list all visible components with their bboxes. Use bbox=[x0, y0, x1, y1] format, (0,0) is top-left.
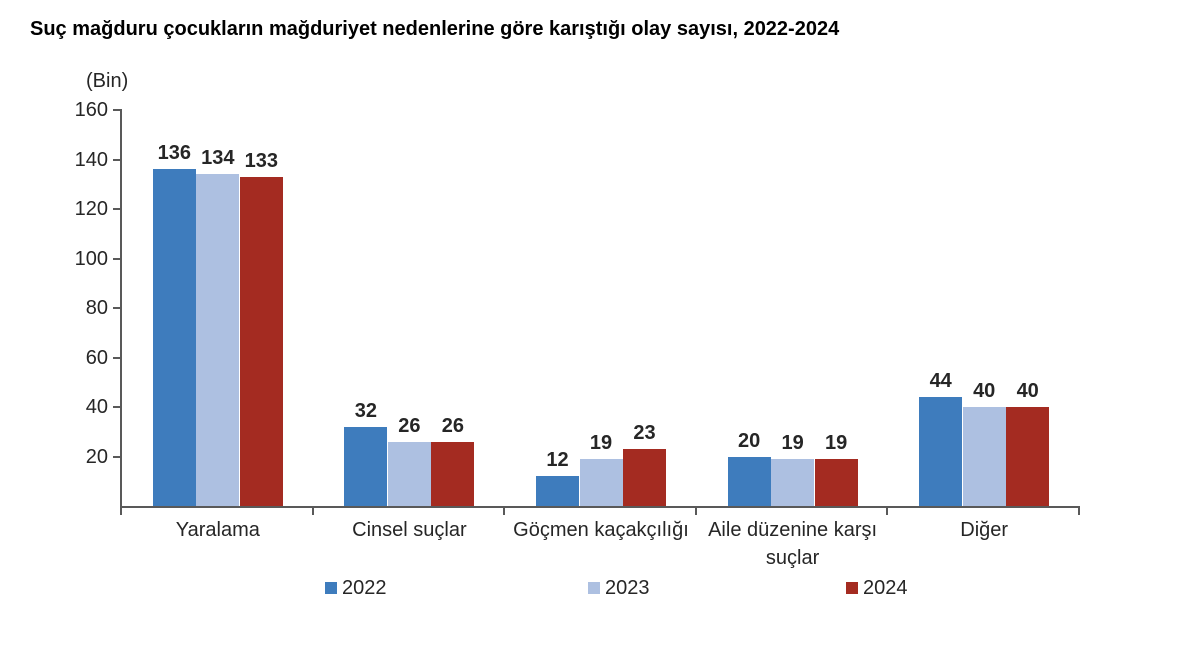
y-tick-mark bbox=[113, 455, 122, 458]
y-tick-mark bbox=[113, 356, 122, 359]
bar-value-label: 19 bbox=[824, 431, 848, 454]
y-axis-tick-label: 140 bbox=[74, 148, 108, 171]
legend-label: 2024 bbox=[863, 577, 908, 599]
x-tick-mark bbox=[311, 508, 314, 515]
y-axis-tick-label: 20 bbox=[85, 445, 108, 468]
bar-2024-5 bbox=[1006, 407, 1050, 506]
bar-value-label: 44 bbox=[929, 370, 952, 393]
bar-2023-1 bbox=[196, 174, 240, 506]
x-axis-category-label: Göçmen kaçakçılığı bbox=[513, 519, 689, 541]
bar-value-label: 26 bbox=[441, 414, 465, 437]
x-axis-category-label: Yaralama bbox=[175, 519, 260, 541]
chart-title: Suç mağduru çocukların mağduriyet nedenl… bbox=[30, 18, 840, 40]
legend-marker-2022 bbox=[325, 582, 337, 594]
legend-item-2022: 2022 bbox=[325, 577, 415, 599]
legend-item-2023: 2023 bbox=[588, 577, 678, 599]
bar-2022-4 bbox=[727, 456, 771, 506]
bar-value-label: 23 bbox=[633, 422, 656, 445]
bar-value-label: 12 bbox=[546, 449, 569, 472]
y-axis-tick-label: 40 bbox=[85, 396, 108, 418]
x-axis-category-label: Diğer bbox=[960, 519, 1009, 541]
y-tick-mark bbox=[113, 257, 122, 260]
bar-2022-2 bbox=[344, 426, 388, 506]
x-tick-mark bbox=[694, 508, 697, 515]
bar-2023-3 bbox=[579, 458, 623, 506]
y-axis-tick-label: 160 bbox=[74, 99, 108, 121]
bar-value-label: 136 bbox=[157, 142, 191, 165]
bar-value-label: 19 bbox=[589, 431, 613, 454]
bar-value-label: 20 bbox=[737, 429, 761, 452]
x-axis-category-label: Aile düzenine karşı suçlar bbox=[708, 519, 878, 569]
legend-label: 2022 bbox=[342, 577, 387, 599]
y-axis-line bbox=[120, 110, 122, 508]
x-axis-category-label: Cinsel suçlar bbox=[352, 519, 467, 541]
bar-2024-2 bbox=[431, 441, 475, 506]
legend-marker-2024 bbox=[846, 582, 858, 594]
x-tick-mark bbox=[120, 508, 122, 515]
bar-2023-2 bbox=[387, 441, 431, 506]
bar-2024-4 bbox=[814, 458, 858, 506]
y-axis-tick-label: 60 bbox=[85, 346, 108, 369]
bar-2022-5 bbox=[919, 397, 963, 506]
y-tick-mark bbox=[113, 406, 122, 408]
y-tick-mark bbox=[113, 109, 122, 111]
bar-2024-3 bbox=[623, 449, 666, 506]
bar-2023-5 bbox=[962, 407, 1006, 506]
legend-label: 2023 bbox=[605, 577, 650, 599]
bar-2022-3 bbox=[536, 476, 579, 506]
bar-2022-1 bbox=[152, 169, 196, 506]
y-tick-mark bbox=[113, 158, 122, 161]
bar-value-label: 133 bbox=[244, 149, 278, 172]
bar-2024-1 bbox=[239, 176, 283, 506]
bar-value-label: 26 bbox=[398, 414, 421, 437]
x-tick-mark bbox=[1078, 508, 1080, 515]
legend-item-2024: 2024 bbox=[846, 577, 936, 599]
x-tick-mark bbox=[886, 508, 889, 515]
bar-value-label: 40 bbox=[973, 380, 996, 402]
y-axis-unit-label: (Bin) bbox=[86, 70, 129, 92]
bar-value-label: 32 bbox=[354, 399, 378, 422]
y-axis-tick-label: 120 bbox=[74, 198, 108, 220]
y-tick-mark bbox=[113, 208, 122, 210]
y-axis-tick-label: 100 bbox=[74, 247, 108, 270]
y-axis-tick-label: 80 bbox=[85, 297, 108, 319]
y-tick-mark bbox=[113, 307, 122, 309]
bar-value-label: 19 bbox=[781, 431, 804, 454]
bar-value-label: 134 bbox=[201, 147, 235, 170]
x-axis-line bbox=[120, 506, 1080, 508]
bar-2023-4 bbox=[771, 458, 815, 506]
x-tick-mark bbox=[503, 508, 506, 515]
bar-value-label: 40 bbox=[1016, 380, 1039, 402]
legend-marker-2023 bbox=[588, 582, 600, 594]
